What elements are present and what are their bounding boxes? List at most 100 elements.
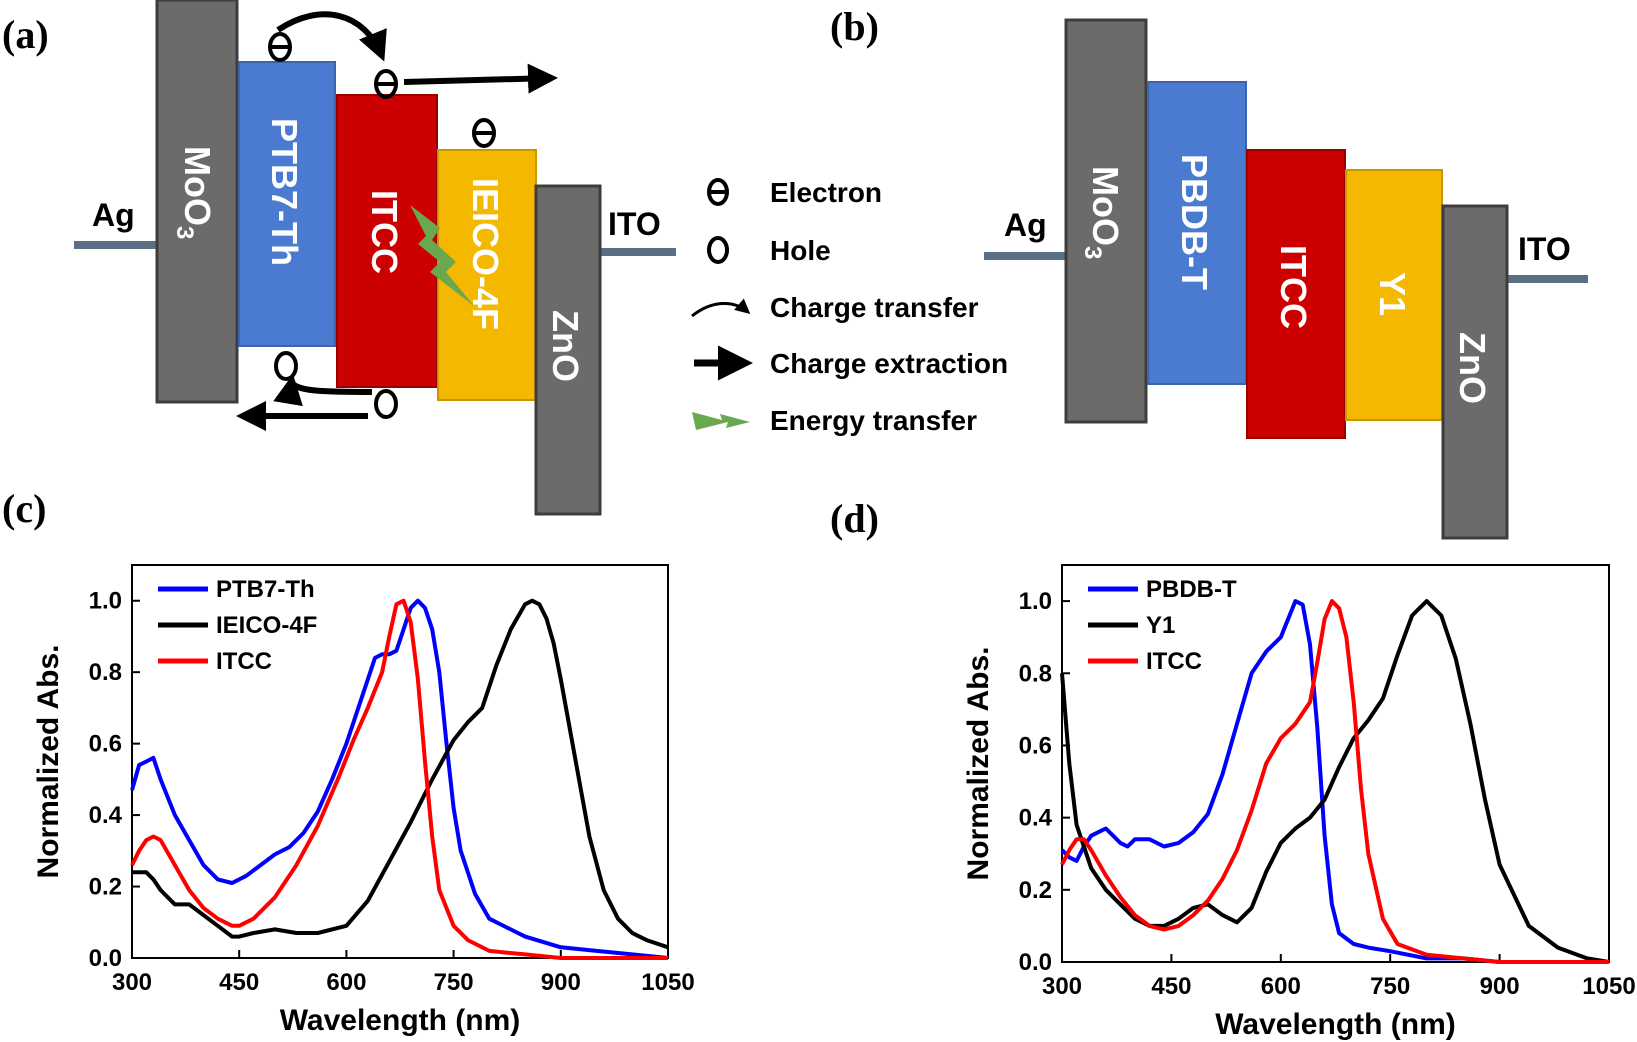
y-tick-label: 0.6: [89, 731, 122, 758]
x-axis-label: Wavelength (nm): [280, 1004, 521, 1037]
x-tick-label: 900: [1480, 973, 1520, 1000]
layer-y1-block: [1345, 169, 1443, 421]
series-line-pbdb-t: [1060, 599, 1609, 964]
absorption-chart-d: 300 450 600 750 900 1050 0.0 0.2 0.4 0.6 0.8 1.0 Wav…: [962, 564, 1636, 1041]
ito-label-a: ITO: [608, 206, 661, 242]
x-tick-label: 300: [112, 969, 152, 996]
electron-icon: [472, 118, 496, 148]
layer-zno-block: [534, 184, 602, 516]
ito-label-b: ITO: [1518, 231, 1571, 267]
y-tick-label: 1.0: [1019, 588, 1052, 615]
layer-ieico-text: IEICO-4F: [465, 178, 506, 330]
x-tick-label: 600: [326, 969, 366, 996]
layer-ieico-a: IEICO-4F: [437, 149, 537, 401]
x-tick-label: 450: [219, 969, 259, 996]
y-axis-label: Normalized Abs.: [962, 647, 995, 881]
x-axis-label: Wavelength (nm): [1215, 1008, 1456, 1041]
layer-itcc-block: [336, 94, 438, 388]
plot-frame: [131, 564, 669, 959]
panel-c-label: (c): [2, 486, 46, 531]
series-line-ieico-4f: [132, 598, 669, 950]
hole-icon: [274, 351, 298, 381]
layer-y1-b: Y1: [1345, 169, 1443, 421]
x-tick-label: 450: [1151, 973, 1191, 1000]
legend-label: ITCC: [1146, 648, 1202, 675]
panel-a: (a) Ag ITO MoO3 PTB7-Th ITCC IEICO-4F Zn…: [2, 0, 676, 516]
x-tick-label: 900: [541, 969, 581, 996]
layer-itcc-text: ITCC: [1273, 245, 1314, 329]
layer-y1-text: Y1: [1372, 272, 1413, 316]
y-tick-label: 0.8: [1019, 660, 1052, 687]
panel-c: (c) 300 450 600 750 900 1050 0.0 0.2 0.4 0.6 0.8 1.…: [2, 486, 695, 1037]
key-charge-transfer: Charge transfer: [770, 292, 979, 323]
ag-electrode-a: [74, 241, 156, 249]
legend-label: IEICO-4F: [216, 612, 317, 639]
layer-ptb7th-block: [238, 61, 336, 347]
panel-d: (d) 300 450 600 750 900 1050 0.0 0.2 0.4 0.6 0.8 1.…: [830, 496, 1636, 1041]
energy-transfer-icon: [692, 412, 750, 430]
x-tick-label: 1050: [641, 969, 694, 996]
layer-zno-block: [1441, 204, 1509, 540]
layer-moo3-text: MoO3: [1079, 166, 1126, 259]
layer-zno-text: ZnO: [1452, 332, 1493, 404]
series-line-ptb7-th: [130, 598, 669, 960]
charge-transfer-icon: [691, 298, 751, 318]
ag-electrode-b: [984, 252, 1066, 260]
layer-zno-b: ZnO: [1441, 204, 1509, 540]
layer-itcc-text: ITCC: [364, 190, 405, 274]
key-energy-transfer: Energy transfer: [770, 405, 977, 436]
charge-transfer-arrow: [276, 11, 387, 62]
layer-moo3-text: MoO3: [171, 146, 218, 239]
x-tick-label: 750: [1370, 973, 1410, 1000]
ito-electrode-b: [1506, 275, 1588, 283]
y-tick-label: 0.8: [89, 659, 122, 686]
key-charge-extraction: Charge extraction: [770, 348, 1008, 379]
x-tick-label: 600: [1261, 973, 1301, 1000]
y-tick-label: 0.0: [89, 945, 122, 972]
panel-d-label: (d): [830, 496, 879, 541]
electron-icon: [268, 32, 292, 62]
layer-moo3-block: [1064, 18, 1148, 424]
electron-icon: [374, 69, 398, 99]
diagram-key: Electron Hole Charge transfer Charge ext…: [691, 177, 1008, 436]
hole-icon: [707, 236, 729, 264]
y-tick-label: 0.0: [1019, 949, 1052, 976]
series-line-itcc: [1060, 599, 1609, 964]
y-tick-label: 1.0: [89, 588, 122, 615]
panel-b: (b) Ag ITO MoO3 PBDB-T ITCC Y1 ZnO: [830, 4, 1588, 540]
hole-icon: [374, 389, 398, 419]
ag-label-b: Ag: [1004, 207, 1047, 243]
layer-pbdbt-block: [1147, 81, 1247, 385]
x-tick-label: 750: [434, 969, 474, 996]
y-tick-label: 0.2: [1019, 877, 1052, 904]
ag-label-a: Ag: [92, 197, 135, 233]
charge-transfer-arrow: [273, 374, 373, 407]
electron-icon: [707, 178, 729, 206]
y-tick-label: 0.4: [1019, 805, 1053, 832]
series-line-y1: [1060, 599, 1610, 964]
y-tick-label: 0.2: [89, 874, 122, 901]
layer-moo3-b: MoO3: [1064, 18, 1148, 424]
layer-itcc-a: ITCC: [336, 94, 438, 388]
x-tick-label: 300: [1042, 973, 1082, 1000]
layer-ptb7th-a: PTB7-Th: [238, 61, 336, 347]
layer-moo3-a: MoO3: [155, 0, 239, 404]
panel-b-label: (b): [830, 4, 879, 49]
layer-moo3-block: [155, 0, 239, 404]
layer-zno-a: ZnO: [534, 184, 602, 516]
layer-pbdbt-b: PBDB-T: [1147, 81, 1247, 385]
legend-label: PBDB-T: [1146, 576, 1237, 603]
y-axis-label: Normalized Abs.: [32, 645, 65, 879]
y-tick-label: 0.6: [1019, 732, 1052, 759]
plot-frame: [1061, 564, 1610, 963]
layer-ptb7th-text: PTB7-Th: [264, 118, 305, 266]
panel-a-label: (a): [2, 12, 49, 57]
layer-ieico-block: [437, 149, 537, 401]
series-line-itcc: [130, 598, 668, 960]
layer-zno-text: ZnO: [545, 310, 586, 382]
legend-label: PTB7-Th: [216, 576, 315, 603]
x-tick-label: 1050: [1582, 973, 1635, 1000]
legend-label: Y1: [1146, 612, 1175, 639]
energy-transfer-icon: [410, 205, 474, 306]
